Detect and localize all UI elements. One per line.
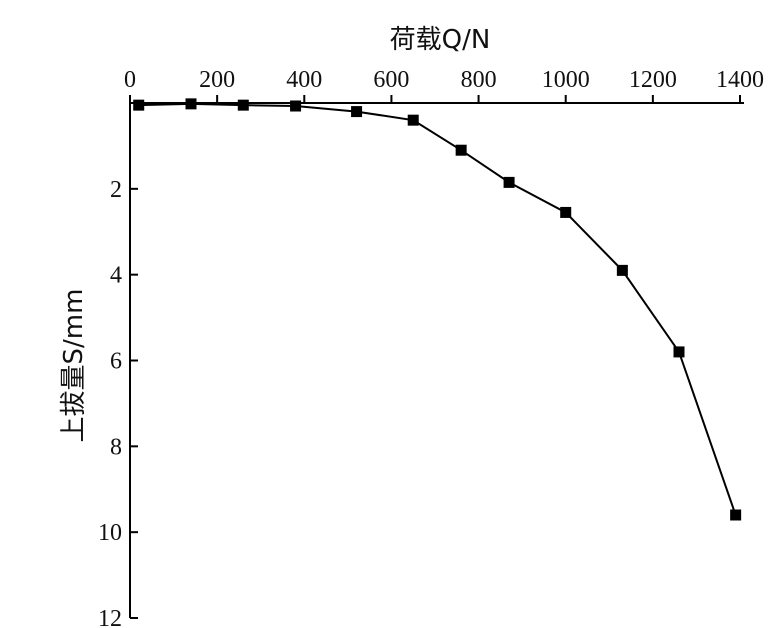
data-point <box>237 99 249 111</box>
data-point <box>133 99 145 111</box>
x-axis-title: 荷载Q/N <box>390 25 491 55</box>
data-point <box>730 509 742 521</box>
data-point <box>407 114 419 126</box>
y-tick-label: 10 <box>98 520 122 546</box>
x-tick-label: 600 <box>373 67 409 93</box>
data-point <box>351 106 363 118</box>
data-point <box>673 346 685 358</box>
x-tick-label: 400 <box>286 67 322 93</box>
series-group <box>133 98 742 521</box>
x-tick-label: 200 <box>199 67 235 93</box>
y-tick-label: 6 <box>110 349 122 375</box>
y-tick-label: 8 <box>110 434 122 460</box>
x-tick-label: 1000 <box>542 67 590 93</box>
x-tick-label: 0 <box>124 67 136 93</box>
y-tick-label: 2 <box>110 177 122 203</box>
x-ticks: 0 200 400 600 800 1000 1200 1400 <box>124 67 764 103</box>
x-tick-label: 800 <box>461 67 497 93</box>
y-tick-label: 4 <box>110 263 122 289</box>
data-point <box>503 176 515 188</box>
x-tick-label: 1200 <box>629 67 677 93</box>
y-axis-title: 上拔量S/mm <box>59 289 89 443</box>
data-point <box>185 98 197 110</box>
y-ticks: 2 4 6 8 10 12 <box>98 177 138 628</box>
x-tick-label: 1400 <box>716 67 764 93</box>
data-point <box>455 144 467 156</box>
axes <box>129 102 744 618</box>
series-line <box>138 102 737 516</box>
data-point <box>290 100 302 112</box>
y-tick-label: 12 <box>98 606 122 628</box>
data-point <box>560 206 572 218</box>
data-point <box>616 264 628 276</box>
